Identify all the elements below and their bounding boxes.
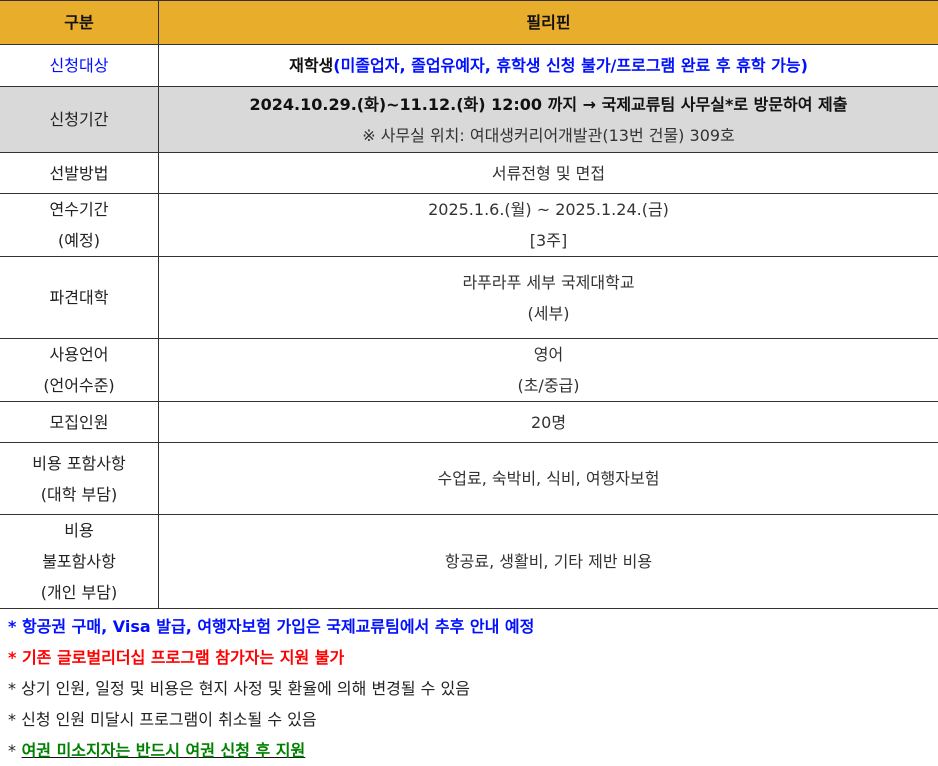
program-table: 구분 필리핀 신청대상 재학생(미졸업자, 졸업유예자, 휴학생 신청 불가/프… (0, 0, 938, 609)
row-value: 수업료, 숙박비, 식비, 여행자보험 (159, 443, 938, 515)
value-line: (세부) (159, 298, 938, 329)
row-label: 파견대학 (0, 257, 159, 339)
row-language: 사용언어(언어수준) 영어(초/중급) (0, 339, 938, 402)
bullet: * (8, 710, 16, 729)
label-line: 사용언어 (0, 339, 158, 370)
label-line: 불포함사항 (0, 546, 158, 577)
label-line: (예정) (0, 225, 158, 256)
label-line: 비용 포함사항 (0, 448, 158, 479)
bullet: * (8, 617, 16, 636)
table-header: 구분 필리핀 (0, 1, 938, 45)
value-line: [3주] (159, 225, 938, 256)
row-label: 모집인원 (0, 402, 159, 443)
value-line: 영어 (159, 339, 938, 370)
note-text: 항공권 구매, Visa 발급, 여행자보험 가입은 국제교류팀에서 추후 안내… (22, 617, 534, 636)
note-text: 여권 미소지자는 반드시 여권 신청 후 지원 (22, 741, 306, 760)
note-item: * 기존 글로벌리더십 프로그램 참가자는 지원 불가 (8, 642, 938, 673)
row-value: 20명 (159, 402, 938, 443)
row-value: 영어(초/중급) (159, 339, 938, 402)
value-line: 2025.1.6.(월) ~ 2025.1.24.(금) (159, 194, 938, 225)
bullet: * (8, 679, 16, 698)
row-value: 항공료, 생활비, 기타 제반 비용 (159, 515, 938, 609)
value-detail: ※ 사무실 위치: 여대생커리어개발관(13번 건물) 309호 (159, 120, 938, 151)
row-value: 라푸라푸 세부 국제대학교(세부) (159, 257, 938, 339)
note-text: 신청 인원 미달시 프로그램이 취소될 수 있음 (21, 710, 316, 729)
row-value: 2024.10.29.(화)~11.12.(화) 12:00 까지 → 국제교류… (159, 87, 938, 153)
row-label: 신청기간 (0, 87, 159, 153)
label-line: (대학 부담) (0, 479, 158, 510)
note-item: * 신청 인원 미달시 프로그램이 취소될 수 있음 (8, 704, 938, 735)
row-label: 비용 포함사항(대학 부담) (0, 443, 159, 515)
row-value: 재학생(미졸업자, 졸업유예자, 휴학생 신청 불가/프로그램 완료 후 휴학 … (159, 45, 938, 87)
label-line: (언어수준) (0, 370, 158, 401)
row-duration: 연수기간(예정) 2025.1.6.(월) ~ 2025.1.24.(금)[3주… (0, 194, 938, 257)
bullet: * (8, 648, 16, 667)
row-label: 연수기간(예정) (0, 194, 159, 257)
value-line: 라푸라푸 세부 국제대학교 (159, 267, 938, 298)
row-university: 파견대학 라푸라푸 세부 국제대학교(세부) (0, 257, 938, 339)
value-main: 2024.10.29.(화)~11.12.(화) 12:00 까지 → 국제교류… (159, 89, 938, 120)
note-item: * 항공권 구매, Visa 발급, 여행자보험 가입은 국제교류팀에서 추후 … (8, 611, 938, 642)
note-text: 기존 글로벌리더십 프로그램 참가자는 지원 불가 (22, 648, 344, 667)
row-quota: 모집인원 20명 (0, 402, 938, 443)
row-label: 선발방법 (0, 153, 159, 194)
note-item: * 상기 인원, 일정 및 비용은 현지 사정 및 환율에 의해 변경될 수 있… (8, 673, 938, 704)
row-label: 사용언어(언어수준) (0, 339, 159, 402)
note-item: * 여권 미소지자는 반드시 여권 신청 후 지원 (8, 735, 938, 766)
row-selection: 선발방법 서류전형 및 면접 (0, 153, 938, 194)
row-target: 신청대상 재학생(미졸업자, 졸업유예자, 휴학생 신청 불가/프로그램 완료 … (0, 45, 938, 87)
note-text: 상기 인원, 일정 및 비용은 현지 사정 및 환율에 의해 변경될 수 있음 (21, 679, 470, 698)
value-detail: (미졸업자, 졸업유예자, 휴학생 신청 불가/프로그램 완료 후 휴학 가능) (333, 56, 808, 75)
row-included-costs: 비용 포함사항(대학 부담) 수업료, 숙박비, 식비, 여행자보험 (0, 443, 938, 515)
header-country: 필리핀 (159, 1, 938, 45)
label-line: (개인 부담) (0, 577, 158, 608)
value-main: 재학생 (289, 56, 333, 75)
row-period: 신청기간 2024.10.29.(화)~11.12.(화) 12:00 까지 →… (0, 87, 938, 153)
label-line: 비용 (0, 515, 158, 546)
header-category: 구분 (0, 1, 159, 45)
row-value: 서류전형 및 면접 (159, 153, 938, 194)
value-line: (초/중급) (159, 370, 938, 401)
row-label: 신청대상 (0, 45, 159, 87)
label-line: 연수기간 (0, 194, 158, 225)
row-value: 2025.1.6.(월) ~ 2025.1.24.(금)[3주] (159, 194, 938, 257)
notes-list: * 항공권 구매, Visa 발급, 여행자보험 가입은 국제교류팀에서 추후 … (0, 609, 938, 766)
bullet: * (8, 741, 16, 760)
